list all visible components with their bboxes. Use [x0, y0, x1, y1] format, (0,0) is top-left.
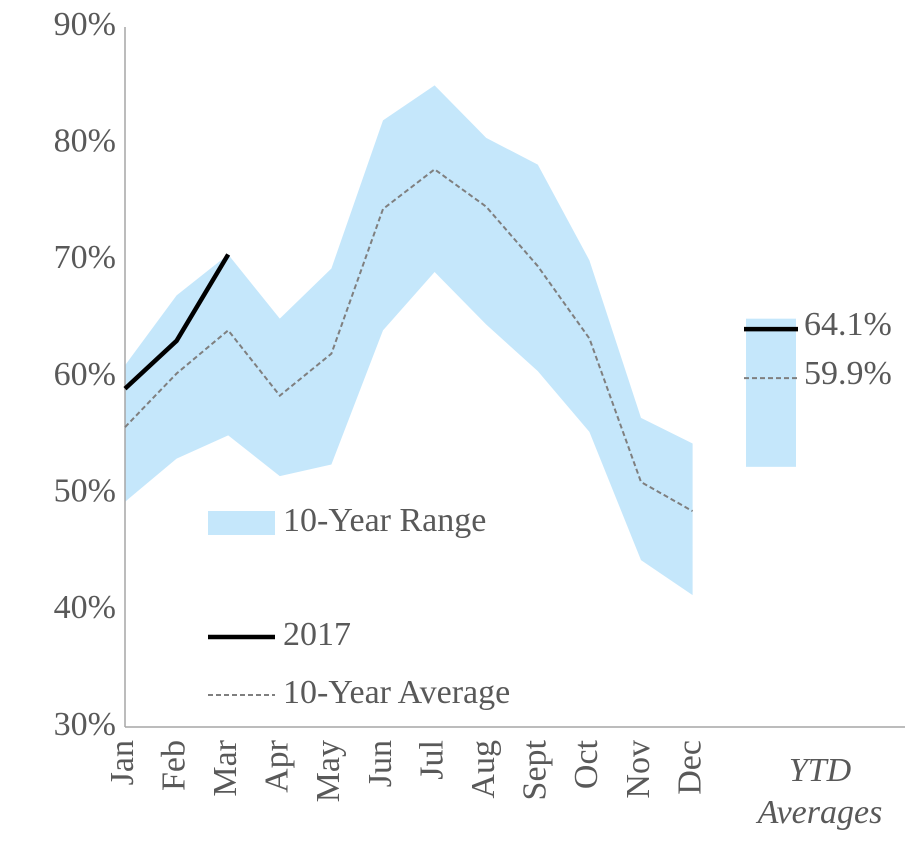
series-line [124, 168, 694, 513]
y-tick-label: 60% [54, 356, 116, 393]
x-tick-label: Jan [104, 740, 141, 785]
y-tick-label: 50% [54, 472, 116, 509]
y-tick-label: 30% [54, 706, 116, 743]
x-tick-label: Feb [155, 740, 192, 791]
legend-label: 10-Year Average [283, 674, 510, 711]
ytd-value-label: 59.9% [804, 355, 892, 392]
x-tick-label: Mar [207, 739, 244, 796]
ytd-value-label: 64.1% [804, 306, 892, 343]
legend-swatch [208, 511, 275, 535]
ytd-category-label: YTD Averages [757, 752, 883, 831]
y-tick-label: 80% [54, 122, 116, 159]
x-tick-label: Apr [259, 739, 296, 793]
x-tick-label: Oct [568, 739, 605, 789]
x-tick-label: May [310, 740, 347, 802]
range-area [125, 85, 693, 596]
legend-label: 10-Year Range [283, 502, 486, 539]
x-tick-label: Aug [465, 740, 502, 799]
y-tick-label: 90% [54, 6, 116, 43]
y-tick-label: 40% [54, 589, 116, 626]
ytd-range [746, 318, 796, 467]
x-tick-label: Jul [413, 740, 450, 780]
x-tick-label: Sept [517, 739, 554, 800]
legend-label: 2017 [283, 616, 351, 653]
x-tick-label: Nov [620, 740, 657, 799]
x-tick-label: Jun [362, 740, 399, 787]
series-line [123, 253, 231, 391]
x-tick-label: Dec [671, 740, 708, 795]
y-tick-label: 70% [54, 239, 116, 276]
